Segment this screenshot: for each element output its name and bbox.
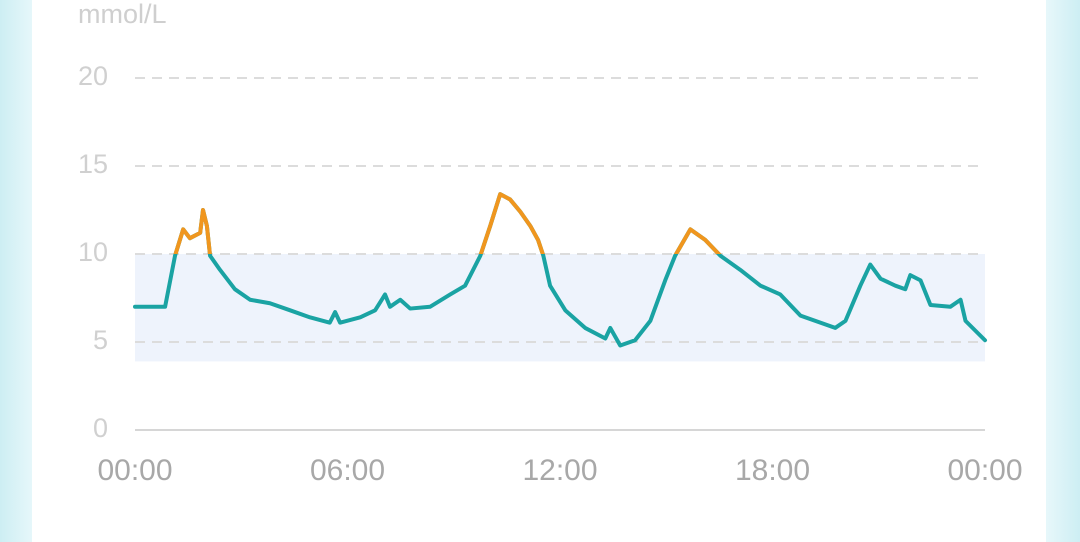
y-tick-label: 5	[93, 325, 108, 355]
x-tick-label: 18:00	[735, 454, 810, 487]
y-tick-label: 10	[78, 237, 108, 267]
y-tick-label: 0	[93, 413, 108, 443]
target-range-band	[135, 254, 985, 362]
x-tick-label: 00:00	[97, 454, 172, 487]
x-tick-label: 12:00	[522, 454, 597, 487]
glucose-line-high	[173, 192, 722, 254]
y-axis-unit: mmol/L	[78, 0, 167, 29]
y-tick-label: 20	[78, 61, 108, 91]
x-tick-label: 00:00	[947, 454, 1022, 487]
y-tick-label: 15	[78, 149, 108, 179]
x-tick-label: 06:00	[310, 454, 385, 487]
